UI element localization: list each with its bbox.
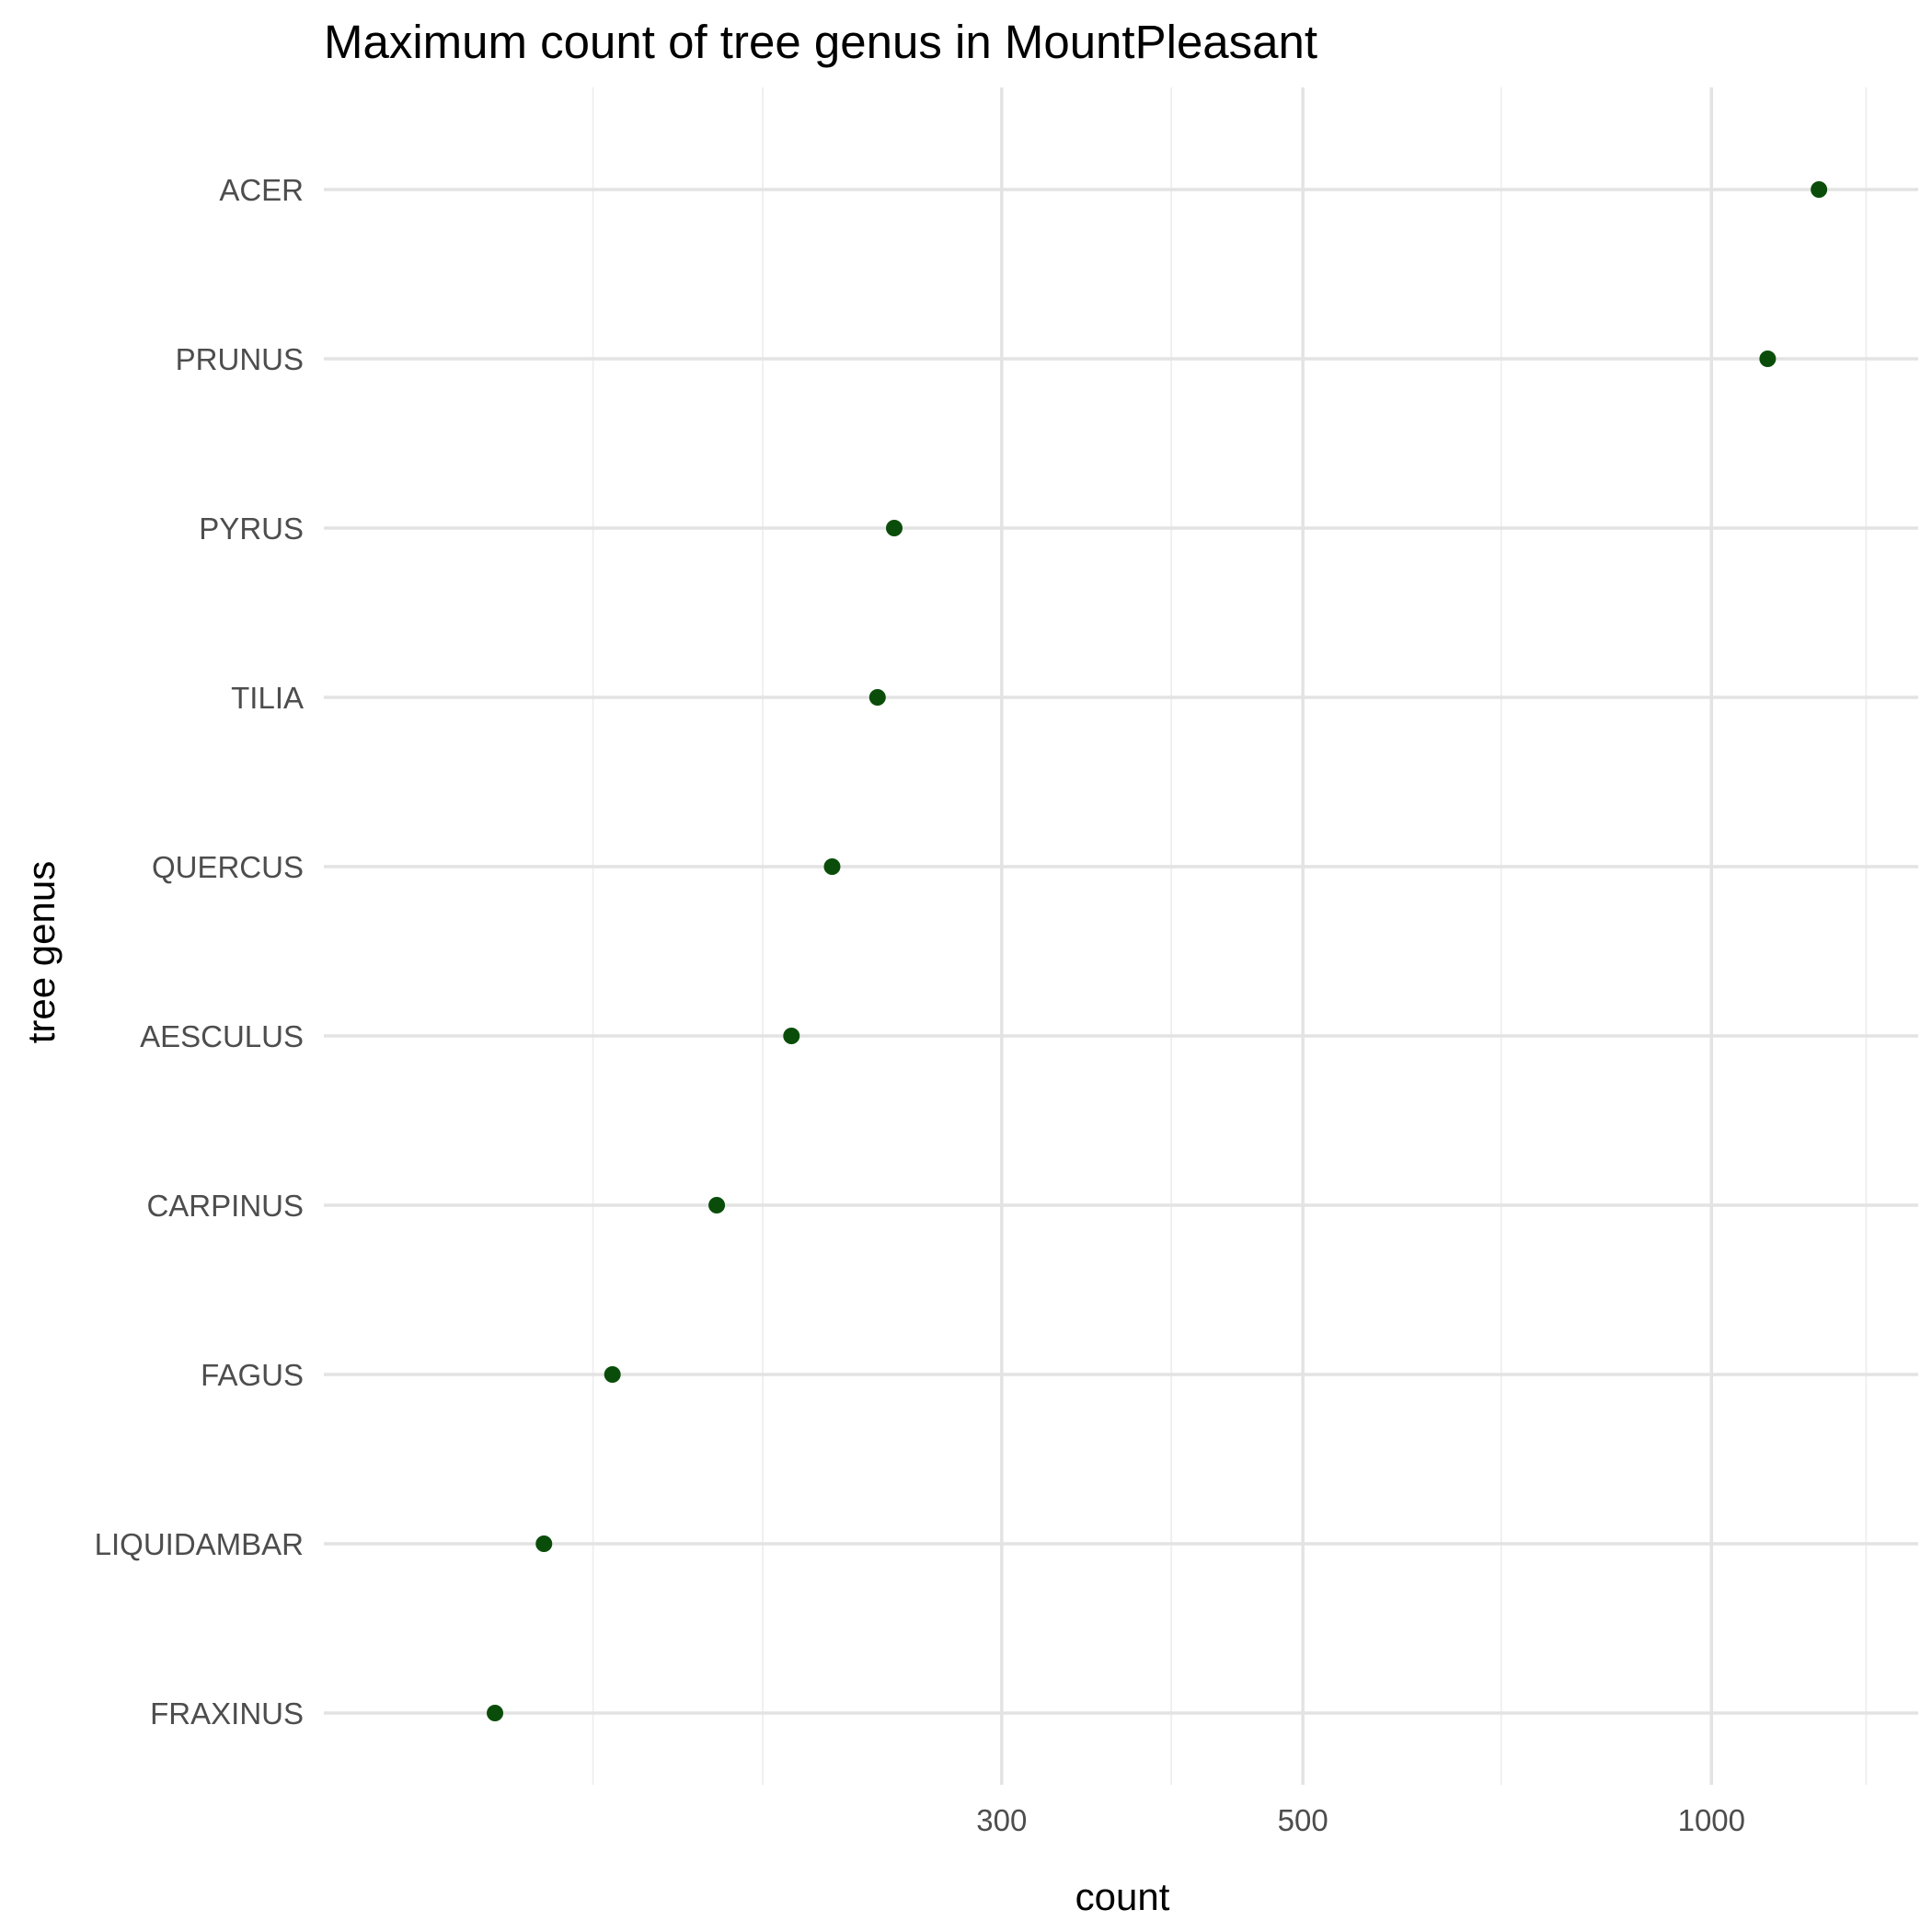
y-category-label: ACER (219, 173, 304, 207)
x-tick-label: 500 (1278, 1803, 1328, 1837)
chart-title: Maximum count of tree genus in MountPlea… (324, 16, 1317, 68)
labels-layer: 300 500 1000 ACER PRUNUS PYRUS TILIA QUERCUS AES… (95, 173, 1745, 1837)
y-category-label: LIQUIDAMBAR (95, 1527, 304, 1561)
y-category-label: PYRUS (199, 512, 304, 546)
y-category-label: TILIA (231, 681, 304, 715)
y-category-label: FRAXINUS (150, 1696, 304, 1731)
x-axis-title: count (1075, 1875, 1170, 1918)
data-point (535, 1535, 553, 1552)
data-point (886, 520, 903, 536)
y-category-label: AESCULUS (140, 1019, 304, 1053)
data-point (1811, 181, 1828, 198)
y-category-label: FAGUS (201, 1358, 304, 1392)
data-point (487, 1705, 504, 1721)
y-axis-title: tree genus (19, 861, 63, 1043)
y-category-label: CARPINUS (146, 1189, 304, 1223)
data-point (823, 858, 841, 875)
y-category-label: QUERCUS (152, 850, 304, 884)
grid-layer (324, 87, 1918, 1785)
data-point (868, 689, 886, 706)
data-point (1759, 351, 1777, 367)
x-tick-label: 1000 (1678, 1803, 1745, 1837)
points-layer (487, 181, 1828, 1721)
data-point (783, 1028, 800, 1044)
x-tick-label: 300 (976, 1803, 1027, 1837)
data-point (604, 1366, 621, 1383)
y-category-label: PRUNUS (176, 342, 304, 376)
data-point (708, 1197, 726, 1213)
